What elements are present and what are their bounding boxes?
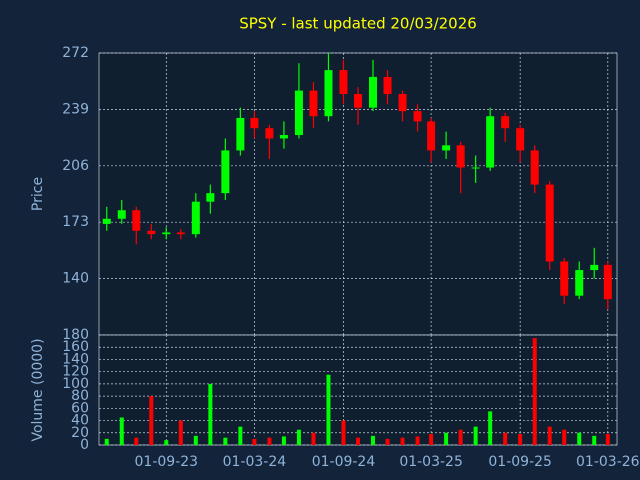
y-tick-label: 120 [62,364,89,380]
volume-bar [326,374,331,445]
volume-bar [532,338,537,445]
x-tick-label: 01-03-25 [399,454,463,470]
candle-body [191,201,200,235]
volume-bar [415,436,420,445]
candle-body [530,150,539,185]
candle-body [206,193,215,202]
x-tick-label: 01-03-24 [223,454,287,470]
candle-body [369,76,378,108]
candle-body [221,150,230,194]
candle-body [309,90,318,117]
y-tick-label: 206 [62,158,89,174]
volume-bar [547,426,552,445]
candle-body [516,128,525,151]
volume-bar [267,437,272,445]
volume-bar [223,437,228,445]
y-axis-label: Price [30,177,46,211]
candle-body [354,94,362,108]
volume-bar [444,432,449,445]
candle-body [575,270,584,296]
volume-bar [341,420,346,445]
volume-bar [577,432,582,445]
volume-bar [281,436,286,445]
candle-body [560,261,569,296]
x-tick-label: 01-09-25 [488,454,552,470]
y-tick-label: 40 [71,413,89,429]
volume-bar [400,437,405,445]
y-tick-label: 180 [62,327,89,343]
y-tick-label: 100 [62,376,89,392]
candle-body [545,184,554,262]
candle-body [456,145,465,168]
x-tick-label: 01-09-24 [312,454,376,470]
candle-body [427,121,436,151]
x-tick-label: 01-09-23 [135,454,199,470]
y-tick-label: 239 [62,101,89,117]
candle-body [265,128,274,139]
volume-bar [296,429,301,445]
candle-body [117,210,126,219]
volume-bar [208,383,213,445]
volume-bar [605,434,610,445]
volume-bar [429,434,434,445]
candle-body [501,116,510,129]
candle-body [324,70,333,117]
candle-body [176,232,185,235]
candle-body [132,210,141,231]
candle-body [147,230,156,235]
volume-bar [518,434,523,445]
candle-body [162,232,171,235]
volume-bar [562,429,567,445]
volume-bar [385,438,390,445]
y-tick-label: 80 [71,388,89,404]
volume-bar [458,429,463,445]
candle-body [383,76,392,95]
volume-bar [104,438,109,445]
volume-bar [149,396,154,445]
volume-bar [503,432,508,445]
volume-bar [178,420,183,445]
volume-bar [592,435,597,445]
chart-title: SPSY - last updated 20/03/2026 [239,15,477,33]
candle-body [279,135,288,139]
volume-bar [134,437,139,445]
y-tick-label: 140 [62,271,89,287]
candle-body [250,117,259,129]
candle-body [486,116,495,168]
candle-body [294,90,303,136]
volume-bar [238,426,243,445]
volume-panel [98,334,618,446]
volume-bar [119,417,124,445]
volume-bar [371,435,376,445]
y-tick-label: 140 [62,351,89,367]
y-tick-label: 60 [71,400,89,416]
candle-body [590,264,599,271]
volume-bar [252,438,257,445]
candle-body [413,111,422,122]
volume-bar [473,426,478,445]
x-tick-label: 01-03-26 [576,454,640,470]
candle-body [398,94,407,112]
volume-bar [193,435,198,445]
candle-body [603,264,612,300]
candle-body [236,117,245,151]
volume-bar [488,411,493,445]
y-tick-label: 173 [62,214,89,230]
y-tick-label: 0 [80,437,89,453]
candle-body [339,70,348,95]
y-tick-label: 272 [62,45,89,61]
volume-bar [164,440,169,445]
y-tick-label: 20 [71,425,89,441]
candle-body [471,167,480,169]
y-axis-label: Volume (0000) [30,338,46,441]
candle-body [442,145,451,151]
volume-bar [311,432,316,445]
candle-body [102,218,111,224]
volume-bar [356,437,360,445]
y-tick-label: 160 [62,339,89,355]
